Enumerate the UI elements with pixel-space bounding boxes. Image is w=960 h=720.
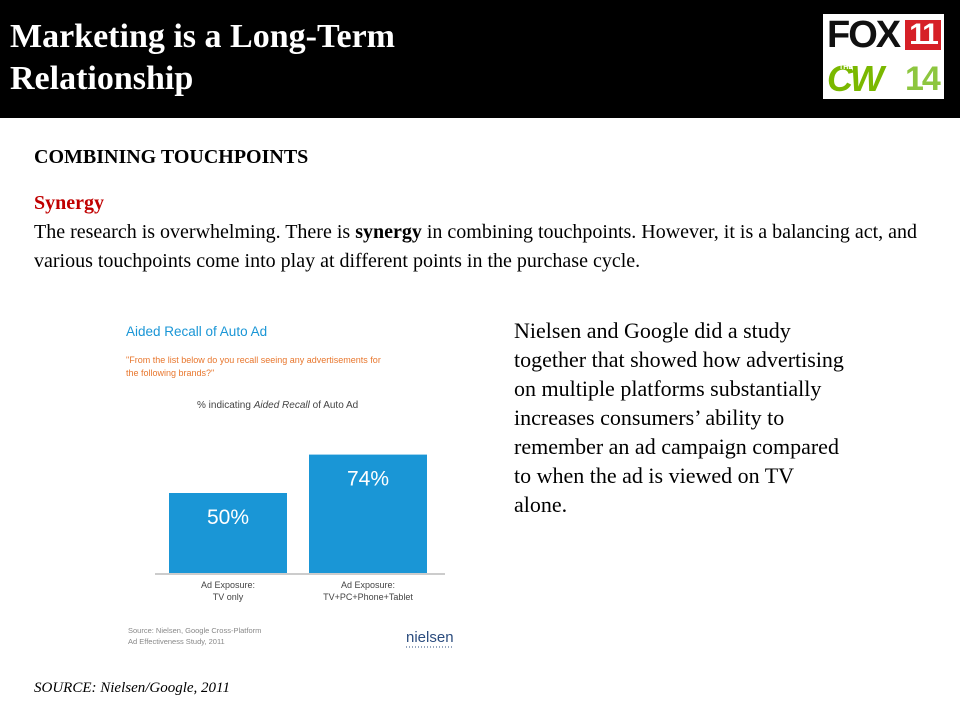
- fox-logo-text: FOX: [827, 14, 901, 56]
- fox11-logo: FOX 11: [825, 14, 942, 56]
- section-heading: COMBINING TOUCHPOINTS: [34, 146, 309, 168]
- cw-logo-number: 14: [905, 60, 941, 98]
- station-logo: FOX 11 CW THE 14: [823, 14, 944, 99]
- chart-source-line-1: Source: Nielsen, Google Cross-Platform: [128, 626, 261, 635]
- slide-title: Marketing is a Long-Term Relationship: [10, 16, 650, 100]
- fox-logo-number: 11: [905, 20, 941, 50]
- intro-text-2: in combining touchpoints. However, it is…: [34, 221, 918, 272]
- chart-bar-1-value-label: 50%: [207, 506, 249, 529]
- synergy-subhead: Synergy: [34, 192, 104, 214]
- intro-bold-synergy: synergy: [355, 221, 422, 243]
- recall-chart-svg: Aided Recall of Auto Ad "From the list b…: [126, 324, 454, 648]
- chart-y-label-prefix: % indicating: [197, 400, 254, 411]
- chart-category-1-line-1: Ad Exposure:: [201, 580, 255, 590]
- slide-title-line-2: Relationship: [10, 60, 194, 97]
- chart-category-2-line-1: Ad Exposure:: [341, 580, 395, 590]
- chart-bar-2: [309, 454, 427, 573]
- recall-chart: Aided Recall of Auto Ad "From the list b…: [120, 318, 460, 658]
- title-bar: Marketing is a Long-Term Relationship FO…: [0, 0, 960, 118]
- source-citation: SOURCE: Nielsen/Google, 2011: [34, 680, 230, 696]
- cw-logo-prefix: THE: [839, 64, 853, 71]
- study-summary-text: Nielsen and Google did a study together …: [514, 318, 844, 517]
- chart-title: Aided Recall of Auto Ad: [126, 324, 267, 339]
- chart-bar-2-value-label: 74%: [347, 468, 389, 491]
- chart-question-line-2: the following brands?": [126, 368, 214, 378]
- chart-y-label: % indicating Aided Recall of Auto Ad: [197, 400, 358, 411]
- chart-source-line-2: Ad Effectiveness Study, 2011: [128, 637, 225, 646]
- intro-paragraph: The research is overwhelming. There is s…: [34, 218, 934, 276]
- slide-title-line-1: Marketing is a Long-Term: [10, 18, 396, 55]
- cw-logo-text: CW: [827, 58, 884, 99]
- cw14-logo: CW THE 14: [825, 58, 942, 99]
- intro-text-1: The research is overwhelming. There is: [34, 221, 356, 243]
- chart-y-label-suffix: of Auto Ad: [310, 400, 358, 411]
- chart-bars: 50% 74%: [169, 454, 427, 573]
- chart-y-label-italic: Aided Recall: [253, 400, 311, 411]
- chart-category-1-line-2: TV only: [213, 592, 244, 602]
- nielsen-logo: nielsen: [406, 629, 454, 646]
- chart-question-line-1: "From the list below do you recall seein…: [126, 355, 381, 365]
- chart-category-2-line-2: TV+PC+Phone+Tablet: [323, 592, 413, 602]
- chart-bar-1: [169, 493, 287, 573]
